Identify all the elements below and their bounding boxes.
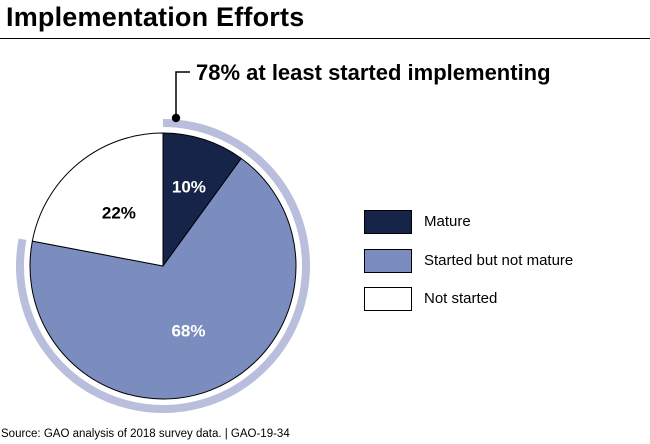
legend-label-mature: Mature bbox=[424, 213, 471, 230]
callout-label: 78% at least started implementing bbox=[196, 60, 551, 85]
data-label-mature: 10% bbox=[172, 177, 206, 196]
legend-item-started: Started but not mature bbox=[364, 249, 634, 275]
legend-item-mature: Mature bbox=[364, 210, 634, 236]
chart-title: Implementation Efforts bbox=[6, 2, 305, 32]
data-label-not-started: 22% bbox=[102, 204, 136, 223]
legend-swatch-started bbox=[364, 249, 412, 273]
pie-slice-mature bbox=[162, 132, 242, 268]
source-note: Source: GAO analysis of 2018 survey data… bbox=[1, 428, 290, 440]
callout-leader bbox=[171, 71, 190, 123]
pie-slice-not-started bbox=[31, 132, 164, 267]
legend-item-not-started: Not started bbox=[364, 287, 634, 313]
legend-swatch-not-started bbox=[364, 287, 412, 311]
data-label-started: 68% bbox=[171, 321, 205, 340]
legend-label-not-started: Not started bbox=[424, 290, 498, 307]
annotation-ring-arc bbox=[16, 119, 310, 413]
pie-slice-started bbox=[29, 157, 297, 400]
legend-swatch-mature bbox=[364, 210, 412, 234]
callout-leader-line bbox=[175, 71, 190, 118]
pie-data-labels: 10% 68% 22% bbox=[102, 177, 206, 340]
pie-slices bbox=[29, 132, 297, 400]
legend-label-started: Started but not mature bbox=[424, 252, 574, 269]
annotation-ring bbox=[16, 119, 310, 413]
title-divider bbox=[0, 38, 650, 39]
